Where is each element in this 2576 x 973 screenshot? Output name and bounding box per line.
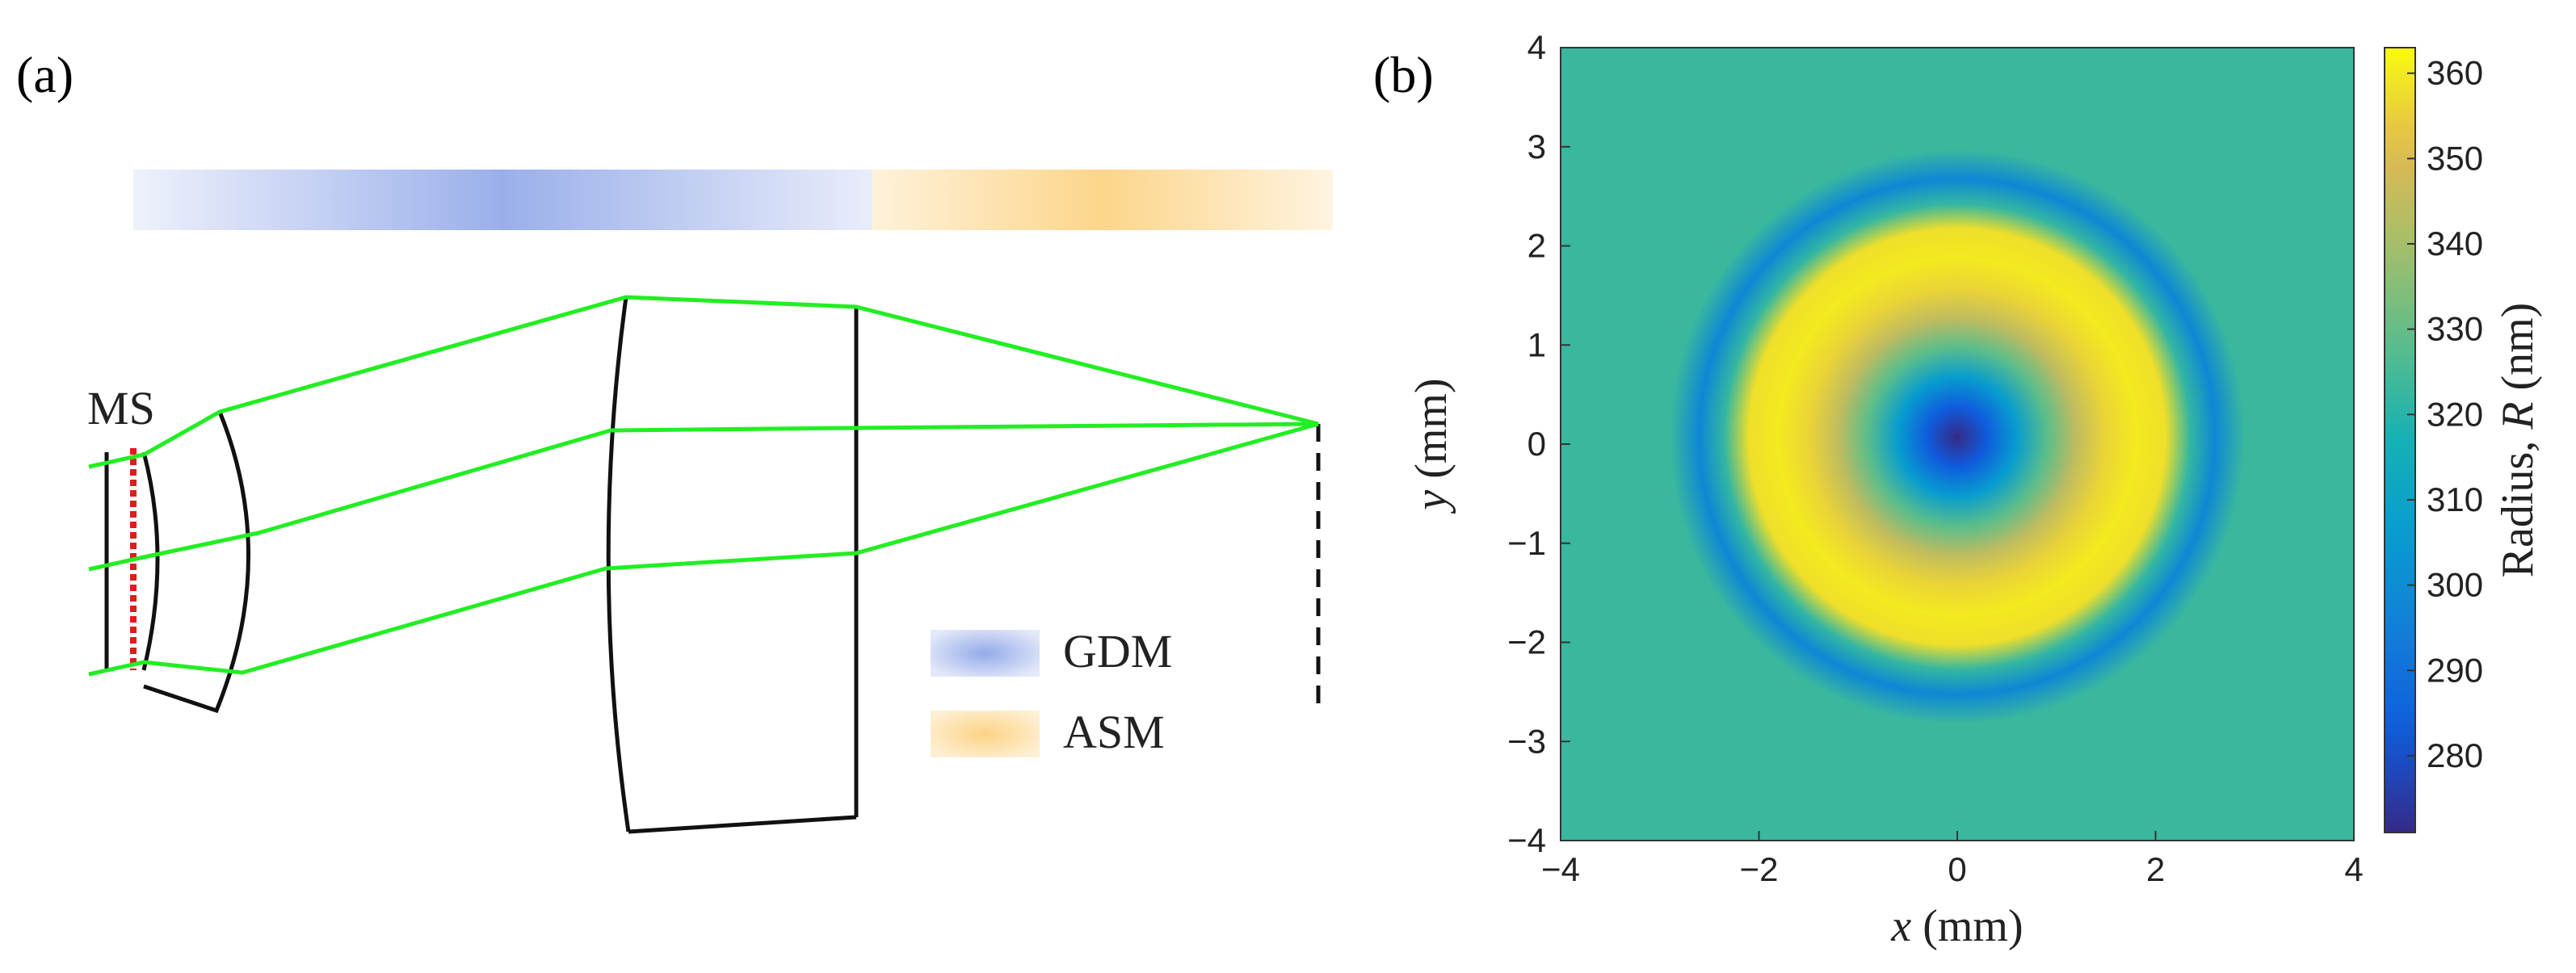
x-tick-label: 2 xyxy=(2146,850,2165,888)
x-tick-label: −4 xyxy=(1541,850,1580,888)
colorbar-tick-label: 340 xyxy=(2427,224,2483,262)
panel-a-label: (a) xyxy=(16,46,74,103)
colorbar-label-var: R xyxy=(2493,402,2543,430)
legend-gdm-label: GDM xyxy=(1063,625,1172,677)
colorbar-tick-label: 290 xyxy=(2427,651,2483,689)
light-rays xyxy=(88,295,1319,677)
x-axis-label-var: x xyxy=(1890,901,1911,951)
y-tick-label: 2 xyxy=(1528,227,1546,265)
gdm-region-bar xyxy=(133,170,872,230)
asm-region-bar xyxy=(872,170,1333,230)
colorbar-tick-label: 320 xyxy=(2427,395,2483,433)
y-axis-label-unit: (mm) xyxy=(1406,378,1456,489)
x-tick-label: −2 xyxy=(1740,850,1779,888)
lens-3-bottom xyxy=(628,815,857,834)
x-axis-label: x (mm) xyxy=(1890,901,2023,951)
colorbar-tick-label: 350 xyxy=(2427,139,2483,177)
y-tick-label: −3 xyxy=(1507,722,1546,760)
lens-group xyxy=(104,296,1321,834)
panel-b-label: (b) xyxy=(1373,46,1434,103)
y-tick-label: 4 xyxy=(1528,28,1546,66)
y-tick-label: −4 xyxy=(1507,821,1546,859)
lens-3-front xyxy=(606,296,631,833)
x-tick-label: 4 xyxy=(2344,850,2363,888)
ms-label: MS xyxy=(87,382,155,434)
colorbar-tick-label: 310 xyxy=(2427,480,2483,518)
x-tick-group: −4 −2 0 2 4 xyxy=(1541,831,2364,888)
y-tick-label: 3 xyxy=(1528,128,1546,166)
y-tick-label: 0 xyxy=(1528,425,1546,463)
colorbar xyxy=(2384,47,2416,833)
optical-layout-diagram: MS GDM ASM xyxy=(87,170,1333,834)
y-axis-label-var: y xyxy=(1406,490,1456,514)
y-tick-label: −1 xyxy=(1507,524,1546,562)
heatmap-plot-area xyxy=(1561,48,2354,841)
legend: GDM ASM xyxy=(931,625,1172,758)
y-axis-label: y (mm) xyxy=(1406,378,1456,514)
legend-gdm-swatch xyxy=(931,630,1040,677)
ray-bottom xyxy=(88,421,1319,677)
legend-asm-swatch xyxy=(931,711,1040,757)
colorbar-tick-label: 360 xyxy=(2427,54,2483,92)
colorbar-label-prefix: Radius, xyxy=(2493,430,2543,578)
colorbar-tick-group: 280 290 300 310 320 330 340 350 360 xyxy=(2407,54,2483,774)
lens-1 xyxy=(141,451,160,671)
heatmap-frame xyxy=(1560,47,2355,841)
colorbar-tick-label: 330 xyxy=(2427,310,2483,348)
y-tick-label: −2 xyxy=(1507,623,1546,661)
x-tick-label: 0 xyxy=(1948,850,1966,888)
x-axis-label-unit: (mm) xyxy=(1911,901,2023,951)
y-tick-label: 1 xyxy=(1528,325,1546,363)
colorbar-label: Radius, R (nm) xyxy=(2493,303,2543,578)
y-tick-group: −4 −3 −2 −1 0 1 2 3 4 xyxy=(1507,28,1570,859)
lens-2 xyxy=(143,411,250,714)
colorbar-label-unit: (nm) xyxy=(2493,303,2543,402)
ray-middle xyxy=(88,421,1319,572)
legend-asm-label: ASM xyxy=(1063,706,1165,758)
colorbar-tick-label: 300 xyxy=(2427,566,2483,604)
colorbar-tick-label: 280 xyxy=(2427,736,2483,774)
ray-top xyxy=(88,295,1319,469)
